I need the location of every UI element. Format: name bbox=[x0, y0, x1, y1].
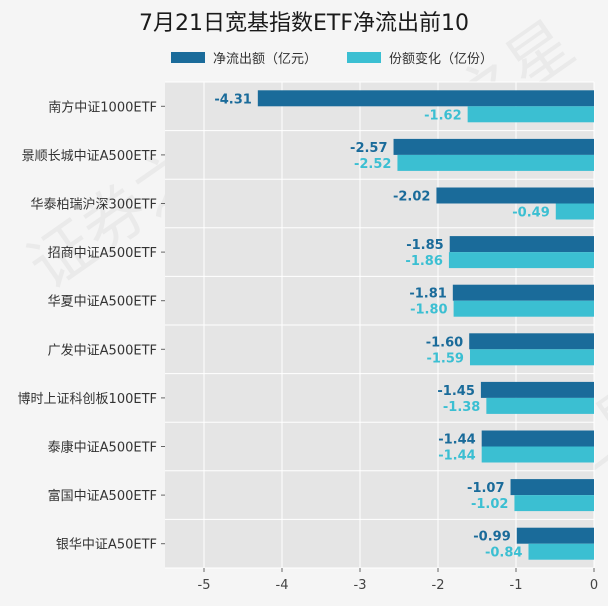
bar-share-change bbox=[528, 543, 594, 560]
x-tick-label: 0 bbox=[590, 578, 598, 593]
data-label-net-outflow: -1.45 bbox=[437, 384, 474, 399]
bar-net-outflow bbox=[452, 284, 594, 301]
bar-net-outflow bbox=[436, 187, 594, 204]
data-label-share-change: -1.86 bbox=[405, 254, 442, 269]
data-label-net-outflow: -0.99 bbox=[473, 530, 510, 545]
data-label-net-outflow: -1.81 bbox=[409, 287, 446, 302]
bar-net-outflow bbox=[449, 236, 594, 253]
data-label-share-change: -0.49 bbox=[512, 206, 549, 221]
data-label-net-outflow: -1.44 bbox=[438, 433, 475, 448]
legend-swatch-share-change bbox=[347, 51, 381, 63]
bar-net-outflow bbox=[481, 430, 594, 447]
x-tick-label: -3 bbox=[354, 578, 367, 593]
data-label-share-change: -1.38 bbox=[443, 400, 480, 415]
legend-swatch-net-outflow bbox=[171, 51, 205, 63]
bar-share-change bbox=[469, 349, 594, 366]
legend-item-net-outflow: 净流出额（亿元） bbox=[171, 48, 318, 67]
y-tick-label: 景顺长城中证A500ETF bbox=[22, 149, 157, 164]
y-tick-label: 富国中证A500ETF bbox=[48, 488, 157, 504]
x-tick-label: -2 bbox=[432, 578, 445, 593]
data-label-net-outflow: -1.07 bbox=[467, 481, 504, 496]
bar-share-change bbox=[481, 446, 594, 463]
bar-share-change bbox=[453, 300, 594, 317]
bar-share-change bbox=[555, 203, 594, 220]
y-tick-label: 南方中证1000ETF bbox=[48, 99, 157, 115]
legend-label-share-change: 份额变化（亿份） bbox=[389, 51, 494, 67]
bar-net-outflow bbox=[480, 381, 594, 398]
data-label-net-outflow: -1.85 bbox=[406, 238, 443, 253]
data-label-share-change: -0.84 bbox=[485, 546, 522, 561]
legend-item-share-change: 份额变化（亿份） bbox=[347, 48, 494, 67]
x-tick-label: -5 bbox=[198, 578, 211, 593]
legend-label-net-outflow: 净流出额（亿元） bbox=[213, 51, 318, 67]
data-label-share-change: -1.02 bbox=[471, 497, 508, 512]
bar-share-change bbox=[467, 106, 594, 123]
bar-share-change bbox=[486, 397, 594, 414]
bar-share-change bbox=[514, 495, 594, 512]
data-label-share-change: -1.62 bbox=[424, 108, 461, 123]
bar-net-outflow bbox=[393, 138, 594, 155]
data-label-share-change: -1.44 bbox=[438, 449, 475, 464]
bar-net-outflow bbox=[516, 527, 594, 544]
y-tick-label: 华夏中证A500ETF bbox=[48, 295, 157, 310]
bar-net-outflow bbox=[510, 479, 594, 496]
data-label-net-outflow: -2.02 bbox=[393, 190, 430, 205]
bar-net-outflow bbox=[469, 333, 594, 350]
data-label-net-outflow: -2.57 bbox=[350, 141, 387, 156]
y-tick-label: 博时上证科创板100ETF bbox=[18, 392, 157, 407]
x-tick-label: -4 bbox=[276, 578, 289, 593]
bar-net-outflow bbox=[257, 90, 594, 107]
data-label-share-change: -1.80 bbox=[410, 303, 447, 318]
y-tick-label: 银华中证A50ETF bbox=[56, 538, 157, 553]
x-tick-label: -1 bbox=[510, 578, 523, 593]
data-label-net-outflow: -4.31 bbox=[214, 92, 251, 107]
data-label-net-outflow: -1.60 bbox=[426, 335, 463, 350]
data-label-share-change: -2.52 bbox=[354, 157, 391, 172]
y-tick-label: 华泰柏瑞沪深300ETF bbox=[31, 197, 157, 213]
bar-share-change bbox=[397, 154, 594, 171]
y-tick-label: 广发中证A500ETF bbox=[48, 342, 157, 358]
bar-share-change bbox=[448, 252, 594, 269]
y-tick-label: 泰康中证A500ETF bbox=[48, 440, 157, 456]
y-tick-label: 招商中证A500ETF bbox=[48, 246, 157, 261]
chart-title: 7月21日宽基指数ETF净流出前10 bbox=[139, 11, 469, 36]
data-label-share-change: -1.59 bbox=[426, 351, 463, 366]
